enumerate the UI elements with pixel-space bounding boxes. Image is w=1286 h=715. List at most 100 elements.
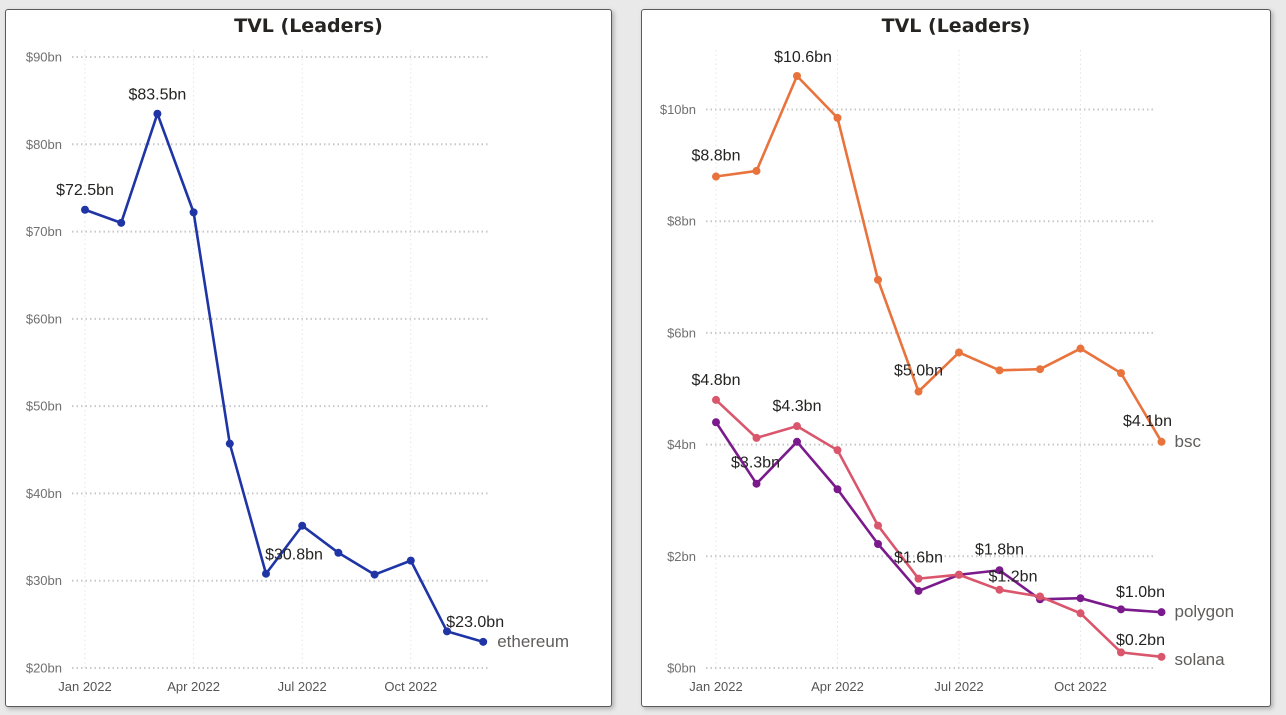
y-tick-label: $90bn [26,50,62,65]
data-point[interactable] [712,172,720,181]
data-label: $23.0bn [446,614,504,631]
y-tick-label: $2bn [667,549,696,564]
series-line-ethereum [84,112,484,644]
y-tick-label: $20bn [26,661,62,676]
chart-panel-bsc-polygon-solana[interactable]: TVL (Leaders) $0bn $2bn $4bn $6bn $8bn $10bn J… [641,9,1271,707]
data-point[interactable] [406,556,415,565]
data-point[interactable] [1117,369,1125,378]
data-point[interactable] [479,637,488,646]
data-point[interactable] [1117,605,1125,614]
data-point[interactable] [1117,648,1125,657]
data-point[interactable] [955,348,963,357]
data-point[interactable] [1157,652,1166,661]
data-point[interactable] [370,570,379,579]
data-label: $72.5bn [56,182,114,199]
y-tick-label: $40bn [26,486,62,501]
y-tick-label: $6bn [667,325,696,340]
data-label: $4.3bn [773,398,822,415]
data-point[interactable] [1076,344,1085,353]
data-point[interactable] [712,418,720,427]
series-name-label: bsc [1175,432,1202,451]
data-label: $8.8bn [692,148,741,165]
data-point[interactable] [914,387,923,396]
chart-title: TVL (Leaders) [234,15,383,37]
y-tick-label: $70bn [26,224,62,239]
data-point[interactable] [874,540,882,549]
data-point[interactable] [1036,365,1044,374]
data-point[interactable] [793,71,801,80]
data-point[interactable] [793,437,801,446]
data-point[interactable] [117,218,126,227]
x-tick-label: Jul 2022 [934,679,983,694]
data-point[interactable] [833,113,842,122]
data-point[interactable] [334,548,343,557]
data-point[interactable] [955,570,963,579]
data-label: $1.0bn [1116,584,1165,601]
data-point[interactable] [443,627,451,636]
line-chart-ethereum: $20bn $30bn $40bn $50bn $60bn $70bn $80bn $90bn… [26,50,569,695]
data-point[interactable] [833,485,842,494]
data-point[interactable] [752,166,761,175]
data-point[interactable] [1076,594,1085,603]
data-label: $4.8bn [692,372,741,389]
data-point[interactable] [874,275,882,284]
data-point[interactable] [995,585,1004,594]
data-point[interactable] [189,208,198,217]
series-name-label: ethereum [497,632,569,651]
y-tick-label: $50bn [26,399,62,414]
series-line-solana [715,398,1162,659]
data-point[interactable] [225,439,234,448]
line-chart-bsc-polygon-solana: $0bn $2bn $4bn $6bn $8bn $10bn Jan 2022 Apr 202… [660,49,1234,694]
y-tick-label: $0bn [667,661,696,676]
data-point[interactable] [995,566,1004,575]
x-tick-label: Jan 2022 [689,679,743,694]
series-line-polygon [714,421,1162,614]
data-point[interactable] [793,422,801,431]
data-label: $10.6bn [774,49,832,66]
data-point[interactable] [81,205,89,214]
data-point[interactable] [1076,609,1085,618]
data-label: $83.5bn [128,87,186,104]
data-point[interactable] [874,521,882,530]
data-label: $0.2bn [1116,632,1165,649]
data-point[interactable] [752,479,761,488]
data-point[interactable] [262,569,270,578]
data-label: $1.6bn [894,550,943,567]
x-tick-label: Apr 2022 [167,679,220,694]
chart-panel-ethereum[interactable]: TVL (Leaders) $20bn $30bn $40bn $50bn $60bn $… [5,9,612,707]
y-tick-label: $60bn [26,311,62,326]
series-name-label: solana [1175,650,1226,669]
data-point[interactable] [298,521,307,530]
series-line-bsc [715,74,1163,443]
data-point[interactable] [1157,608,1166,617]
x-tick-label: Jan 2022 [58,679,112,694]
series-polygon: $3.3bn $1.8bn $1.0bn polygon [712,418,1234,621]
data-point[interactable] [914,574,923,583]
data-point[interactable] [752,433,761,442]
y-tick-label: $8bn [667,214,696,229]
data-label: $4.1bn [1123,413,1172,430]
data-label: $1.2bn [989,569,1038,586]
series-name-label: polygon [1175,602,1235,621]
data-point[interactable] [1157,437,1166,446]
data-point[interactable] [712,395,720,404]
series-solana: $4.8bn $4.3bn $1.6bn $1.2bn $0.2bn solana [692,372,1226,669]
y-tick-label: $80bn [26,137,62,152]
x-tick-label: Apr 2022 [811,679,864,694]
x-tick-label: Oct 2022 [1054,679,1107,694]
chart-title: TVL (Leaders) [881,15,1031,37]
data-point[interactable] [833,446,842,455]
y-tick-label: $10bn [660,102,696,117]
data-label: $30.8bn [265,547,323,564]
data-label: $3.3bn [731,455,780,472]
x-tick-label: Jul 2022 [278,679,327,694]
data-point[interactable] [914,586,923,595]
data-point[interactable] [153,109,162,118]
data-point[interactable] [1036,592,1044,601]
data-label: $1.8bn [975,541,1024,558]
data-point[interactable] [995,366,1004,375]
data-label: $5.0bn [894,363,943,380]
y-tick-label: $4bn [667,437,696,452]
